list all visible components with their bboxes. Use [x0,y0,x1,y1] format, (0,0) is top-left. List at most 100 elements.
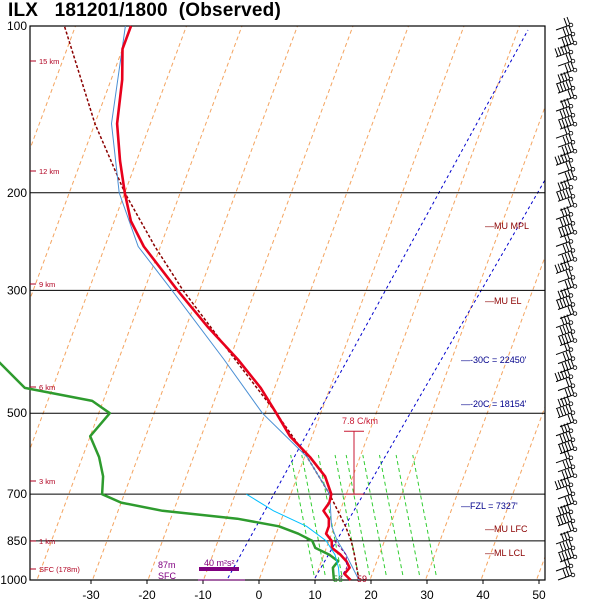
wind-barb [557,276,573,283]
temperature-tick-label: 0 [256,588,263,602]
wind-barb-flag [567,35,572,45]
level-label: —ML LCL [485,548,525,558]
dewpoint-line [0,361,340,581]
wind-barb-flag [560,154,565,163]
wind-barb [557,33,573,40]
wind-barb-flag [559,110,564,119]
virtual-temperature-line [110,25,360,581]
wind-barb-station [570,437,576,442]
wind-barb-station [572,554,578,560]
wind-barb [557,547,573,554]
wind-barb-flag [567,360,572,369]
isotherm-line [30,26,132,301]
wind-barb-station [568,103,574,109]
wind-barb-flag [565,324,570,333]
wind-barb-flag [559,326,564,336]
wind-barb-flag [567,198,572,207]
wind-barb [559,96,575,103]
wind-barb [559,421,575,428]
wind-barb-flag [559,407,564,417]
wind-barb-flag [557,74,562,83]
wind-barb-flag [559,434,564,444]
wind-barb [555,322,571,329]
wind-barb [555,295,571,301]
wind-barb-station [568,22,574,28]
isotherm-line [36,26,243,580]
wind-barb-flag [562,244,567,253]
wind-barb-flag [567,333,572,342]
wind-barb-station [570,112,576,118]
wind-barb-flag [559,218,564,227]
wind-barb-station [572,121,578,127]
temperature-tick-label: 30 [420,588,434,602]
wind-barb-station [572,176,578,181]
wind-barb [557,439,573,446]
wind-barb-flag [567,549,572,559]
temperature-line [115,25,352,581]
moist-adiabat-line [395,454,420,576]
wind-barb-flag [563,396,568,405]
wind-barb-flag [560,316,565,325]
wind-barb [559,394,575,401]
wind-barb-flag [563,207,568,216]
temperature-tick-label: 10 [308,588,322,602]
mixing-ratio-line [227,29,529,579]
wind-barb-flag [567,279,572,288]
moist-adiabat-line [301,454,326,576]
isotherm-line [0,26,20,592]
wind-barb-station [568,536,574,542]
wind-barb-station [572,392,578,397]
wind-barb-station [570,302,576,307]
wind-barb-flag [564,145,569,154]
moist-adiabat-lines [290,454,437,576]
wind-barb-station [572,203,578,208]
wind-barb-flag [567,117,572,126]
wind-barb-flag [558,120,563,129]
wind-barb-flag [560,289,565,298]
wind-barb [555,457,571,464]
wind-barb-station [568,158,574,163]
wind-barb [555,186,571,193]
wind-barb [557,168,573,175]
wind-barb-flag [562,109,567,118]
wind-barb-flag [564,64,569,73]
isotherm-line [30,26,76,151]
wind-barb [555,240,571,247]
pressure-tick-label: 500 [7,406,27,420]
wind-barb-flag [554,264,559,274]
wind-barb-flag [567,225,572,234]
wind-barb-station [568,185,574,190]
wind-barb-flag [554,48,559,57]
wind-barb-flag [563,99,568,108]
temperature-tick-label: -20 [138,588,156,602]
wind-barb-flag [564,118,569,127]
wind-barb-flag [565,486,570,496]
shear-bar [199,567,239,571]
wind-barb-flag [565,378,570,387]
wind-barb-flag [564,37,569,46]
wind-barb [557,358,573,365]
wind-barb-flag [565,459,570,469]
wind-barb-flag [557,290,562,299]
wind-barb-flag [561,443,566,453]
wind-barb-station [570,329,576,334]
wind-barb-flag [561,119,566,128]
moist-adiabat-line [378,454,404,576]
wind-barb [559,286,575,292]
wind-barb-station [570,275,576,280]
wind-barb-station [568,374,574,379]
wind-barb-flag [558,228,563,237]
wind-barb-station [572,419,578,424]
wind-barb [557,493,573,500]
wind-barb-flag [564,550,569,560]
isotherm-line [369,105,545,580]
wetbulb-line [246,493,340,581]
wind-barb-flag [559,543,564,552]
wind-barb-flag [557,47,562,56]
wind-barb-flag [562,406,567,416]
pressure-tick-label: 100 [7,19,27,33]
height-label: 6 km [39,383,55,392]
wind-barb-flag [558,553,563,562]
wind-barb-flag [562,569,567,578]
wind-barb [557,466,573,473]
